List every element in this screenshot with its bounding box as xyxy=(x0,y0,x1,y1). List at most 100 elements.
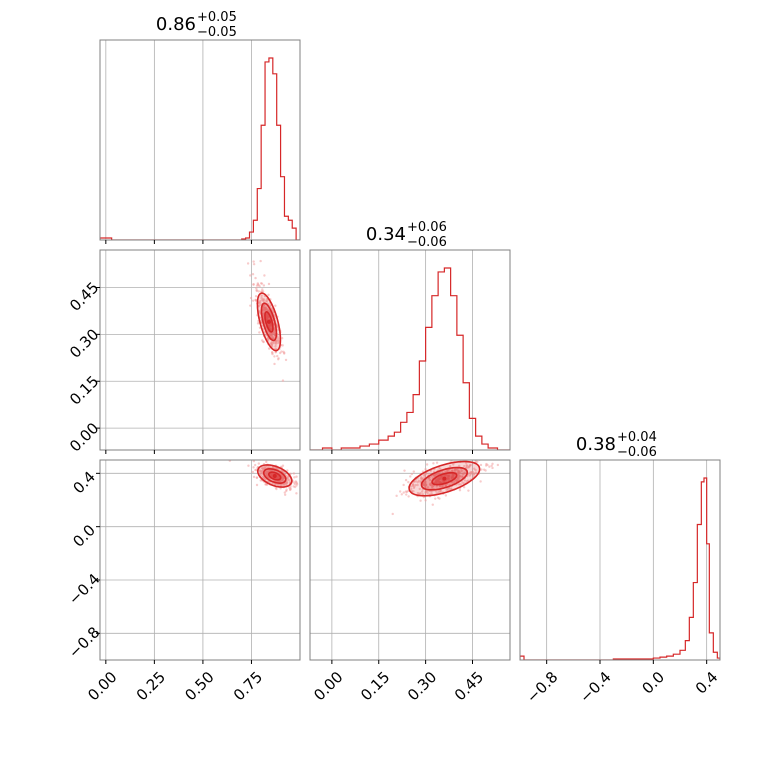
title-value: 0.34 xyxy=(366,224,406,245)
scatter-point xyxy=(471,470,475,474)
scatter-point xyxy=(285,489,288,493)
scatter-point xyxy=(262,465,265,469)
scatter-point xyxy=(405,493,408,496)
scatter-point xyxy=(262,300,265,303)
scatter-panel-0-2 xyxy=(96,454,303,664)
scatter-point xyxy=(252,283,255,286)
scatter-point xyxy=(424,484,428,487)
scatter-point xyxy=(251,273,255,276)
scatter-point xyxy=(473,472,476,475)
scatter-point xyxy=(252,260,255,263)
scatter-point xyxy=(267,282,271,286)
scatter-point xyxy=(457,477,461,480)
scatter-point xyxy=(473,467,476,470)
scatter-point xyxy=(407,495,410,498)
panel-title: 0.86 +0.05−0.05 xyxy=(156,10,237,40)
x-tick-label: 0.0 xyxy=(638,668,668,698)
scatter-point xyxy=(463,464,466,468)
scatter-point xyxy=(260,294,263,297)
scatter-point xyxy=(476,460,479,463)
scatter-point xyxy=(274,345,277,348)
scatter-point xyxy=(247,464,250,467)
scatter-point xyxy=(249,274,252,277)
scatter-point xyxy=(273,362,276,366)
scatter-point xyxy=(280,336,284,340)
scatter-point xyxy=(301,490,303,492)
scatter-point xyxy=(427,477,430,480)
scatter-point xyxy=(462,486,466,489)
scatter-point xyxy=(253,463,257,467)
scatter-point xyxy=(452,463,455,466)
scatter-point xyxy=(467,489,470,492)
scatter-point xyxy=(274,304,277,307)
scatter-point xyxy=(467,465,471,469)
scatter-point xyxy=(414,483,417,487)
scatter-point xyxy=(261,475,265,479)
scatter-point xyxy=(284,358,288,362)
x-tick-label: 0.00 xyxy=(310,668,346,704)
scatter-point xyxy=(254,276,257,280)
scatter-point xyxy=(391,512,394,516)
scatter-point xyxy=(416,483,419,487)
scatter-point xyxy=(491,462,494,466)
scatter-point xyxy=(444,494,448,497)
scatter-point xyxy=(258,285,261,288)
scatter-point xyxy=(289,485,292,489)
scatter-point xyxy=(488,465,491,468)
scatter-point xyxy=(261,288,264,291)
scatter-point xyxy=(412,486,416,490)
scatter-point xyxy=(246,262,250,265)
scatter-point xyxy=(440,476,444,479)
scatter-point xyxy=(484,469,487,472)
scatter-point xyxy=(255,289,259,293)
scatter-point xyxy=(431,486,434,489)
title-value: 0.86 xyxy=(156,14,196,35)
scatter-point xyxy=(458,489,462,492)
scatter-point xyxy=(257,290,260,293)
scatter-point xyxy=(277,339,280,342)
scatter-point xyxy=(460,469,463,473)
scatter-panel-1-2 xyxy=(309,453,513,664)
scatter-point xyxy=(461,481,464,484)
scatter-point xyxy=(292,472,296,475)
scatter-point xyxy=(278,480,281,483)
scatter-point xyxy=(490,464,493,468)
scatter-point xyxy=(252,262,256,266)
scatter-point xyxy=(428,478,432,482)
x-tick-label: 0.30 xyxy=(404,668,440,704)
scatter-point xyxy=(272,310,275,314)
scatter-point xyxy=(254,294,258,298)
y-tick-label: −0.4 xyxy=(65,570,103,608)
panel-frame xyxy=(99,249,301,451)
scatter-point xyxy=(226,454,228,456)
scatter-point xyxy=(439,467,442,470)
scatter-point xyxy=(511,453,513,455)
scatter-point xyxy=(469,471,473,474)
scatter-point xyxy=(276,477,279,480)
y-tick-label: 0.00 xyxy=(66,419,102,455)
scatter-point xyxy=(249,304,252,307)
x-tick-label: −0.8 xyxy=(523,668,561,706)
scatter-point xyxy=(263,306,267,310)
x-tick-label: 0.15 xyxy=(357,668,393,704)
panel-title: 0.34 +0.06−0.06 xyxy=(366,220,447,250)
scatter-point xyxy=(416,491,420,495)
scatter-point xyxy=(410,487,413,491)
scatter-point xyxy=(491,466,494,470)
histogram-panel-2 xyxy=(519,459,721,664)
scatter-point xyxy=(263,274,266,277)
title-minus: −0.06 xyxy=(617,445,657,460)
scatter-point xyxy=(251,470,255,474)
scatter-point xyxy=(256,282,259,285)
scatter-point xyxy=(437,476,441,480)
scatter-point xyxy=(432,462,435,465)
scatter-point xyxy=(464,466,468,469)
scatter-point xyxy=(281,379,285,382)
scatter-point xyxy=(260,290,263,293)
scatter-point xyxy=(295,492,298,495)
scatter-point xyxy=(279,484,282,487)
scatter-point xyxy=(273,355,276,358)
scatter-point xyxy=(283,493,287,496)
scatter-point xyxy=(453,468,457,471)
scatter-point xyxy=(425,463,429,466)
